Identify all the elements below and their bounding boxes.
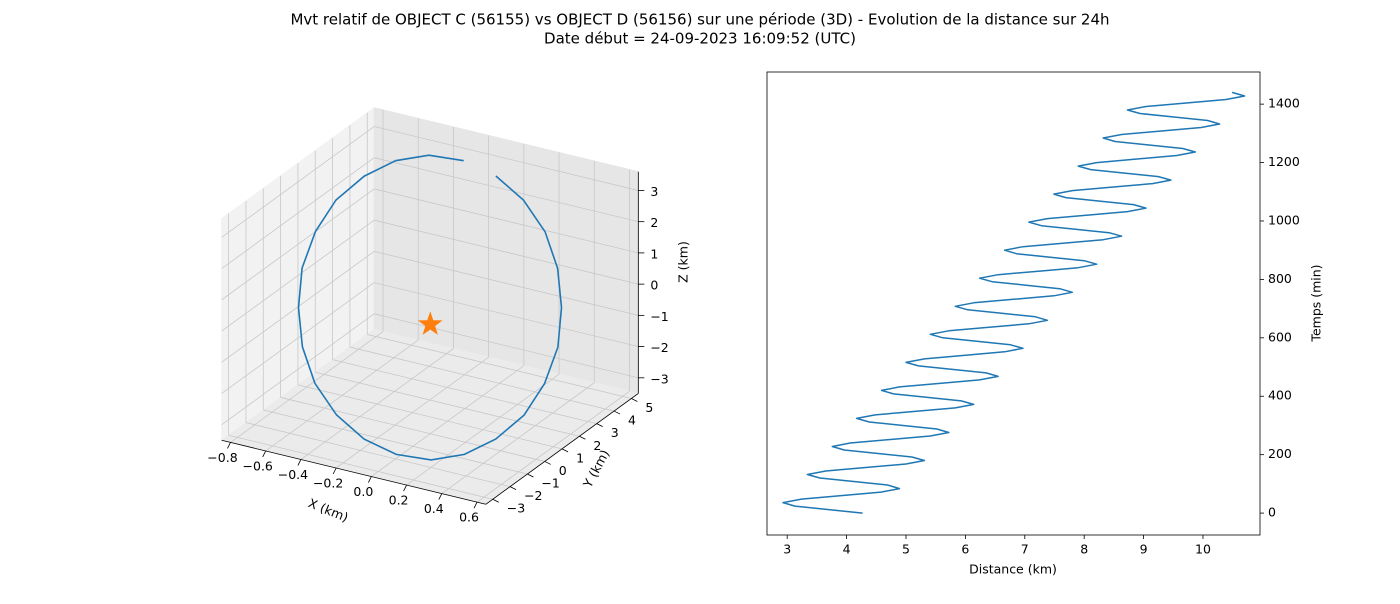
grid-line bbox=[315, 371, 580, 437]
tick-label: −1 bbox=[650, 309, 668, 324]
tick-mark bbox=[438, 493, 443, 500]
x-axis-label: X (km) bbox=[306, 495, 350, 525]
grid-line bbox=[280, 397, 545, 462]
y-tick-label: 1200 bbox=[1268, 154, 1300, 169]
x-tick-label: 7 bbox=[1021, 542, 1029, 557]
x-tick-label: 9 bbox=[1140, 542, 1148, 557]
tick-mark bbox=[596, 423, 603, 428]
grid-line bbox=[297, 384, 563, 450]
tick-mark bbox=[262, 450, 267, 458]
grid-line bbox=[374, 188, 639, 254]
tick-label: −0.8 bbox=[207, 450, 237, 465]
grid-line bbox=[245, 422, 511, 488]
tick-label: 1 bbox=[650, 246, 658, 261]
tick-label: −1 bbox=[541, 476, 559, 491]
tick-mark bbox=[613, 410, 621, 415]
tick-mark bbox=[492, 498, 499, 503]
grid-line bbox=[332, 359, 597, 425]
tick-label: 0.4 bbox=[424, 501, 444, 516]
x-tick-label: 6 bbox=[961, 542, 969, 557]
grid-line bbox=[367, 334, 632, 399]
tick-label: −3 bbox=[507, 501, 525, 516]
x-axis-label: Distance (km) bbox=[969, 562, 1057, 577]
grid-line bbox=[374, 126, 639, 191]
grid-line bbox=[221, 219, 375, 332]
tick-label: 0.2 bbox=[389, 493, 409, 508]
tick-mark bbox=[561, 448, 569, 453]
tick-label: 0 bbox=[650, 278, 658, 293]
tick-label: 4 bbox=[628, 413, 636, 428]
tick-mark bbox=[527, 473, 534, 478]
y-tick-label: 0 bbox=[1268, 505, 1276, 520]
tick-mark bbox=[227, 442, 231, 449]
tick-label: −0.6 bbox=[243, 458, 273, 473]
tick-mark bbox=[631, 398, 638, 402]
grid-line bbox=[374, 157, 639, 223]
tick-label: 0.0 bbox=[353, 484, 373, 499]
figure-title: Mvt relatif de OBJECT C (56155) vs OBJEC… bbox=[290, 11, 1109, 29]
y-tick-label: 400 bbox=[1268, 388, 1292, 403]
y-tick-label: 1000 bbox=[1268, 212, 1300, 227]
tick-label: −0.2 bbox=[313, 476, 343, 491]
tick-label: 2 bbox=[593, 438, 601, 453]
grid-line bbox=[221, 126, 375, 238]
grid-line bbox=[374, 219, 639, 285]
grid-line bbox=[221, 282, 375, 394]
y-tick-label: 600 bbox=[1268, 329, 1292, 344]
tick-mark bbox=[473, 501, 478, 509]
tick-mark bbox=[403, 484, 407, 492]
tick-mark bbox=[579, 435, 586, 440]
x-tick-label: 10 bbox=[1195, 542, 1211, 557]
y-axis-label: Y (km) bbox=[579, 447, 612, 491]
tick-mark bbox=[368, 476, 372, 483]
x-tick-label: 8 bbox=[1080, 542, 1088, 557]
grid-line bbox=[221, 188, 375, 301]
y-axis-label: Temps (min) bbox=[1309, 264, 1324, 342]
marker-star bbox=[417, 311, 443, 335]
tick-label: 3 bbox=[650, 184, 658, 199]
grid-line bbox=[374, 313, 639, 379]
grid-line bbox=[374, 250, 639, 316]
tick-label: 2 bbox=[650, 215, 658, 230]
plot-frame bbox=[766, 71, 1261, 536]
figure-subtitle: Date début = 24-09-2023 16:09:52 (UTC) bbox=[544, 30, 856, 48]
y-tick-label: 200 bbox=[1268, 446, 1292, 461]
grid-line bbox=[221, 157, 375, 269]
x-tick-label: 3 bbox=[783, 542, 791, 557]
trajectory bbox=[297, 154, 563, 461]
y-tick-label: 800 bbox=[1268, 271, 1292, 286]
tick-label: −3 bbox=[650, 371, 668, 386]
tick-mark bbox=[544, 461, 551, 465]
x-tick-label: 5 bbox=[902, 542, 910, 557]
grid-line bbox=[263, 409, 528, 475]
tick-label: −2 bbox=[650, 340, 668, 355]
distance-line bbox=[782, 91, 1246, 514]
tick-mark bbox=[509, 486, 517, 490]
tick-mark bbox=[297, 459, 302, 466]
tick-label: −0.4 bbox=[278, 467, 308, 482]
tick-label: 5 bbox=[645, 400, 653, 415]
tick-mark bbox=[332, 467, 337, 475]
tick-label: −2 bbox=[524, 488, 542, 503]
tick-label: 1 bbox=[576, 450, 584, 465]
z-axis-label: Z (km) bbox=[676, 241, 691, 283]
x-tick-label: 4 bbox=[843, 542, 851, 557]
tick-label: 3 bbox=[611, 425, 619, 440]
grid-line bbox=[374, 282, 639, 347]
tick-label: 0.6 bbox=[459, 510, 479, 525]
tick-label: 0 bbox=[559, 463, 567, 478]
y-tick-label: 1400 bbox=[1268, 96, 1300, 111]
grid-line bbox=[221, 313, 375, 425]
grid-line bbox=[349, 346, 615, 412]
grid-line bbox=[228, 434, 493, 500]
